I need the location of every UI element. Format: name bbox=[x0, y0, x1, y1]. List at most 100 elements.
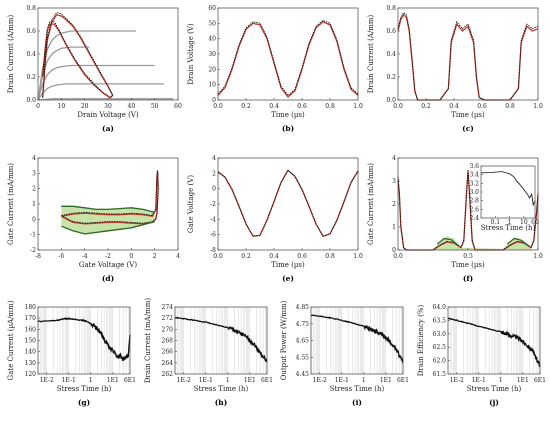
y-tick-label: 4.65 bbox=[296, 338, 310, 345]
x-axis-label: Time (µs) bbox=[271, 261, 305, 269]
y-axis-label: Drain Voltage (V) bbox=[187, 23, 195, 85]
y-tick-label: 0.8 bbox=[26, 5, 36, 12]
y-tick-label: 4 bbox=[212, 155, 216, 162]
panel-8: 4.45 4.55 4.65 4.75 4.85 1E-2 1E-1 1 1E1 6E1 Stres… bbox=[280, 300, 409, 407]
y-axis-label: Drain Current (A/mm) bbox=[367, 14, 375, 93]
x-axis-label: Time (µs) bbox=[451, 111, 485, 119]
x-tick-label: 1E1 bbox=[380, 377, 392, 384]
y-tick-label: 2 bbox=[32, 186, 36, 193]
y-tick-label: 4.75 bbox=[296, 321, 310, 328]
series-line bbox=[217, 19, 359, 97]
x-axis-label: Time (µs) bbox=[451, 261, 485, 269]
x-tick-label: 6E1 bbox=[261, 377, 273, 384]
series-line bbox=[37, 64, 155, 101]
y-tick-label: 2 bbox=[392, 201, 396, 208]
x-axis-label: Stress Time (h) bbox=[330, 385, 385, 393]
y-tick-label: 140 bbox=[25, 349, 37, 356]
panel-5: 0 1 2 3 4 0.0 0.5 1.0 Time (µs) Gate Current (mA/… bbox=[367, 155, 543, 283]
x-tick-label: 1 bbox=[508, 219, 512, 226]
y-tick-label: 0.6 bbox=[26, 28, 36, 35]
panel-0: 0.0 0.2 0.4 0.6 0.8 0 10 20 30 40 50 60 Drain Voltag… bbox=[7, 5, 182, 133]
y-tick-label: 4.55 bbox=[296, 354, 310, 361]
uncertainty-band bbox=[433, 236, 531, 250]
panel-1: 0 10 20 30 40 50 60 0.0 0.2 0.4 0.6 0.8 1.0 Time (µs)… bbox=[187, 5, 363, 133]
x-tick-label: 1E-1 bbox=[62, 377, 76, 384]
x-tick-label: 0.2 bbox=[241, 103, 251, 110]
x-tick-label: 1 bbox=[89, 377, 93, 384]
y-tick-label: 266 bbox=[162, 349, 174, 356]
x-tick-label: 1.0 bbox=[533, 103, 543, 110]
y-tick-label: -1 bbox=[30, 232, 36, 239]
panel-label: (h) bbox=[215, 398, 228, 407]
y-tick-label: 274 bbox=[162, 304, 174, 311]
panel-7: 262 264 266 268 270 272 274 1E-2 1E-1 1 1E1 6E1 Stre… bbox=[144, 298, 273, 407]
x-axis-label: Stress Time (h) bbox=[467, 385, 522, 393]
y-tick-label: 3.2 bbox=[469, 180, 479, 187]
x-tick-label: -2 bbox=[105, 253, 111, 260]
y-tick-label: 0.2 bbox=[386, 74, 396, 81]
x-axis-label: Gate Voltage (V) bbox=[79, 261, 137, 269]
x-tick-label: 0.8 bbox=[505, 103, 515, 110]
y-tick-label: -2 bbox=[30, 247, 36, 254]
y-tick-label: 40 bbox=[208, 36, 216, 43]
x-tick-label: 0.8 bbox=[325, 253, 335, 260]
x-tick-label: 0.4 bbox=[269, 103, 279, 110]
panel-label: (a) bbox=[102, 124, 114, 133]
y-axis-label: Gate Current (mA/mm) bbox=[7, 163, 15, 245]
y-tick-label: 3.0 bbox=[469, 189, 479, 196]
x-tick-label: 6E1 bbox=[397, 377, 409, 384]
x-tick-label: 40 bbox=[128, 103, 136, 110]
series-line bbox=[397, 11, 539, 101]
y-tick-label: 60 bbox=[208, 5, 216, 12]
x-tick-label: 1E1 bbox=[517, 377, 529, 384]
y-axis-label: Gate Voltage (V) bbox=[187, 175, 195, 233]
series-line bbox=[506, 237, 529, 246]
series-line bbox=[217, 169, 359, 237]
x-tick-label: 0.2 bbox=[421, 103, 431, 110]
x-tick-label: 1E-1 bbox=[335, 377, 349, 384]
panel-4: -8 -6 -4 -2 0 2 4 0.0 0.2 0.4 0.6 0.8 1.0 Time (µs) Ga… bbox=[187, 155, 363, 283]
x-tick-label: 30 bbox=[104, 103, 112, 110]
y-tick-label: 150 bbox=[25, 338, 37, 345]
series-line bbox=[37, 30, 136, 101]
y-tick-label: 10 bbox=[208, 82, 216, 89]
y-tick-label: 180 bbox=[25, 304, 37, 311]
x-tick-label: 0.8 bbox=[325, 103, 335, 110]
x-axis-label: Time (µs) bbox=[271, 111, 305, 119]
x-tick-label: 0.6 bbox=[297, 103, 307, 110]
y-tick-label: 4.85 bbox=[296, 304, 310, 311]
x-tick-label: 60 bbox=[174, 103, 182, 110]
y-tick-label: 130 bbox=[25, 360, 37, 367]
x-tick-label: 2 bbox=[153, 253, 157, 260]
y-tick-label: 20 bbox=[208, 66, 216, 73]
series-line bbox=[61, 205, 155, 214]
series-line bbox=[397, 13, 539, 101]
x-tick-label: 1 bbox=[362, 377, 366, 384]
x-tick-label: 1E-2 bbox=[177, 377, 191, 384]
x-tick-label: -4 bbox=[82, 253, 88, 260]
y-axis-label: Output Power (W/mm) bbox=[280, 300, 288, 380]
y-axis-label: Gate Current (µA/mm) bbox=[7, 300, 15, 380]
x-tick-label: 50 bbox=[151, 103, 159, 110]
y-tick-label: 30 bbox=[208, 51, 216, 58]
y-tick-label: 2.8 bbox=[469, 198, 479, 205]
y-tick-label: 264 bbox=[162, 360, 174, 367]
inset-background bbox=[481, 166, 535, 218]
x-tick-label: 0.4 bbox=[449, 103, 459, 110]
y-tick-label: 3 bbox=[392, 178, 396, 185]
y-tick-label: 0.0 bbox=[26, 97, 36, 104]
x-tick-label: 10 bbox=[520, 219, 528, 226]
x-axis-label: Stress Time (h) bbox=[194, 385, 249, 393]
series-line bbox=[436, 237, 459, 246]
y-tick-label: -2 bbox=[210, 201, 216, 208]
y-tick-label: 2.4 bbox=[469, 215, 479, 222]
series-line bbox=[174, 316, 268, 363]
panel-label: (g) bbox=[78, 398, 90, 407]
series-line bbox=[61, 170, 159, 224]
y-tick-label: 160 bbox=[25, 326, 37, 333]
panel-2: 0.0 0.2 0.4 0.6 0.8 0.0 0.2 0.4 0.6 0.8 1.0 Time (µ… bbox=[367, 5, 543, 133]
x-tick-label: 1E1 bbox=[244, 377, 256, 384]
x-tick-label: 60 bbox=[531, 219, 539, 226]
y-tick-label: 170 bbox=[25, 315, 37, 322]
